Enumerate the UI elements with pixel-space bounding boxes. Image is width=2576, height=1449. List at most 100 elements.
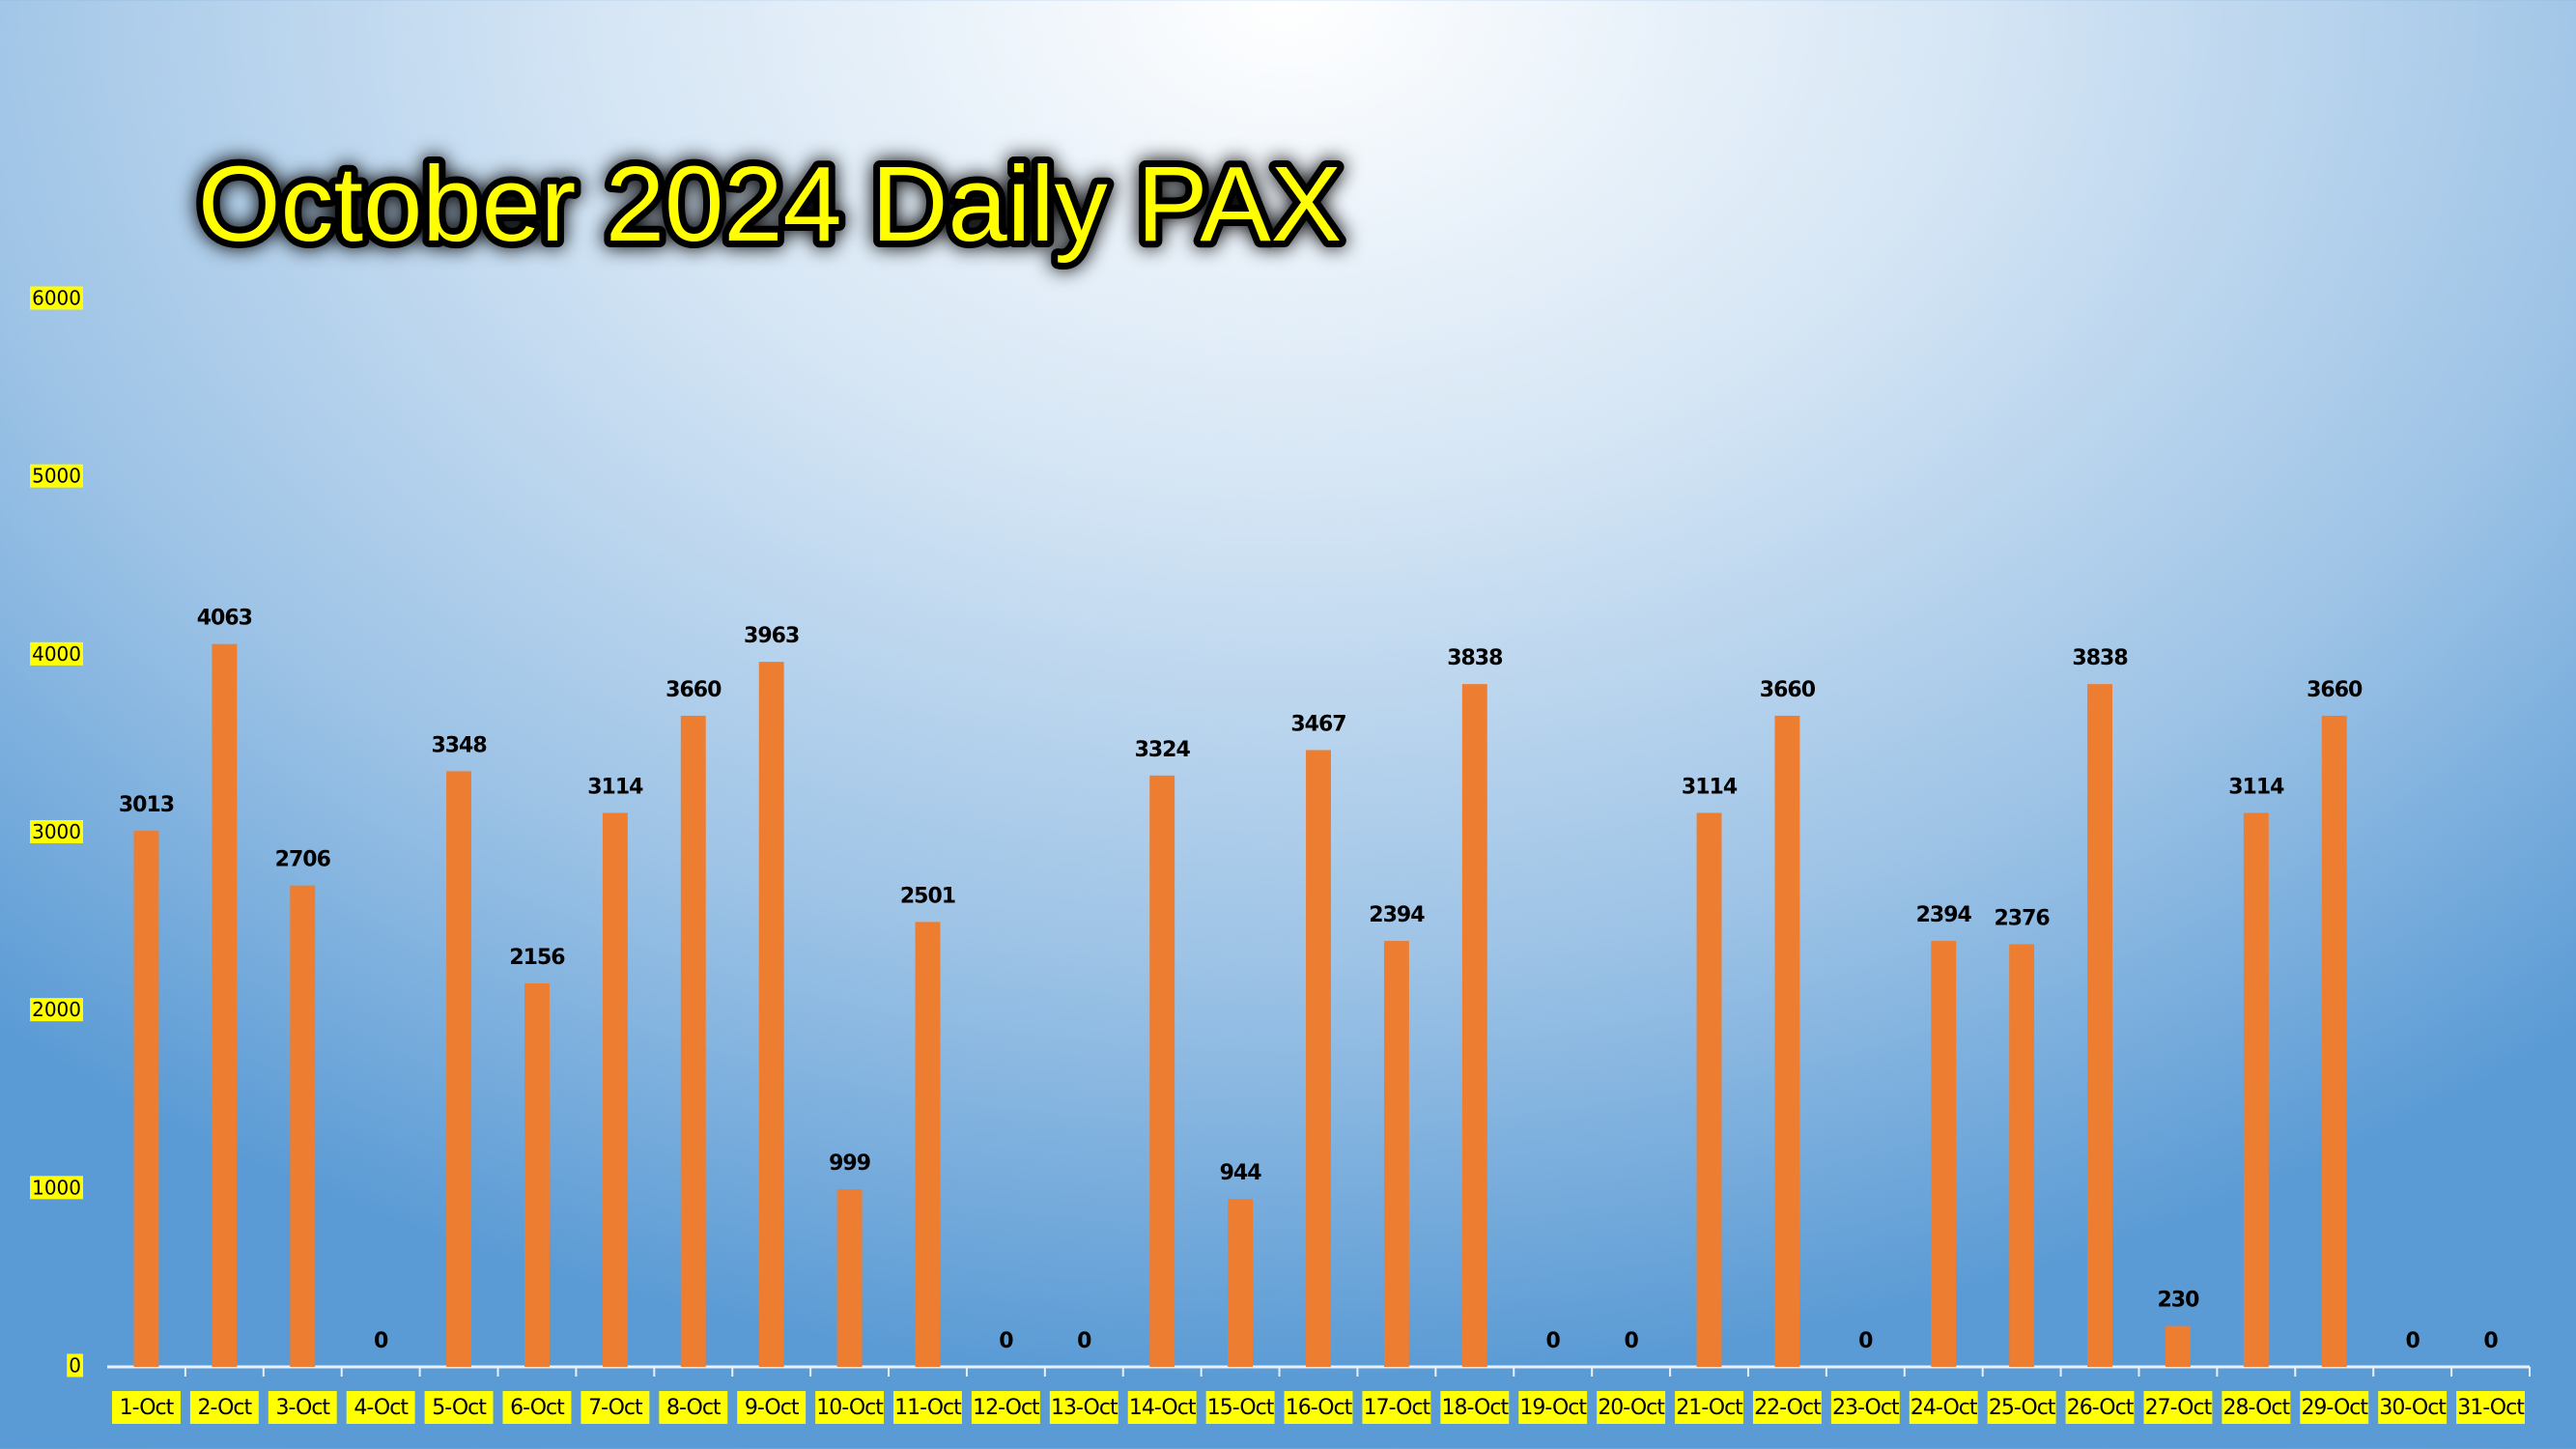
x-tick-label-bg: [502, 1391, 572, 1424]
value-label: 3348: [431, 733, 486, 757]
value-label: 0: [1858, 1329, 1873, 1353]
bar: [1461, 684, 1487, 1367]
x-tick-label: 18-Oct: [1442, 1396, 1510, 1420]
x-tick-label-bg: [268, 1391, 337, 1424]
x-tick-label-bg: [893, 1391, 962, 1424]
value-label: 0: [999, 1329, 1013, 1353]
x-tick-label-bg: [1987, 1391, 2056, 1424]
bar: [758, 662, 784, 1367]
x-tick-label: 26-Oct: [2067, 1396, 2135, 1420]
x-tick-label-bg: [2143, 1391, 2213, 1424]
value-label: 2376: [1995, 906, 2051, 930]
value-label: 3963: [744, 624, 799, 648]
value-label: 3838: [1447, 646, 1502, 670]
x-tick-label-bg: [1518, 1391, 1588, 1424]
bar: [680, 715, 706, 1367]
x-tick-label-bg: [2378, 1391, 2448, 1424]
bar: [1306, 750, 1331, 1367]
x-tick-label: 31-Oct: [2457, 1396, 2525, 1420]
x-tick-label: 17-Oct: [1364, 1396, 1431, 1420]
x-tick-label-bg: [2222, 1391, 2291, 1424]
bar: [836, 1189, 863, 1367]
x-tick-label-bg: [1752, 1391, 1822, 1424]
y-tick-label-bg: [30, 641, 83, 666]
x-tick-label: 4-Oct: [354, 1396, 409, 1420]
x-tick-label: 19-Oct: [1519, 1396, 1587, 1420]
x-tick-label: 24-Oct: [1911, 1396, 1978, 1420]
bar: [1149, 775, 1175, 1367]
x-tick-label: 8-Oct: [666, 1396, 722, 1420]
x-tick-label: 13-Oct: [1051, 1396, 1118, 1420]
x-tick-label-bg: [1597, 1391, 1666, 1424]
x-tick-label: 25-Oct: [1989, 1396, 2056, 1420]
value-label: 230: [2157, 1289, 2199, 1313]
x-tick-label-bg: [580, 1391, 650, 1424]
value-label: 944: [1220, 1161, 1262, 1185]
x-tick-label-bg: [189, 1391, 259, 1424]
value-label: 3660: [665, 678, 722, 702]
y-tick-label: 3000: [32, 820, 81, 843]
value-label: 0: [1546, 1329, 1561, 1353]
x-tick-label: 10-Oct: [816, 1396, 884, 1420]
bar: [1696, 812, 1722, 1367]
x-tick-label: 28-Oct: [2223, 1396, 2291, 1420]
x-tick-label: 14-Oct: [1129, 1396, 1197, 1420]
bar: [212, 643, 238, 1367]
x-tick-label: 15-Oct: [1207, 1396, 1275, 1420]
value-label: 0: [2483, 1329, 2498, 1353]
bar: [1774, 715, 1800, 1367]
bar: [1931, 941, 1957, 1367]
x-tick-label: 9-Oct: [745, 1396, 800, 1420]
bar: [2321, 715, 2347, 1367]
y-tick-label-bg: [30, 998, 83, 1022]
bar: [133, 831, 159, 1367]
x-tick-label: 5-Oct: [432, 1396, 487, 1420]
x-tick-label: 12-Oct: [973, 1396, 1040, 1420]
value-label: 0: [1624, 1329, 1638, 1353]
value-label: 2501: [900, 884, 955, 908]
bar: [2243, 812, 2269, 1367]
x-tick-label: 20-Oct: [1598, 1396, 1665, 1420]
value-label: 0: [1077, 1329, 1091, 1353]
value-label: 2706: [275, 848, 331, 872]
x-tick-label-bg: [1675, 1391, 1743, 1424]
bar: [290, 885, 316, 1367]
bar: [2087, 684, 2112, 1367]
x-tick-label-bg: [1284, 1391, 1353, 1424]
x-tick-label-bg: [737, 1391, 807, 1424]
value-label: 3114: [587, 776, 643, 800]
y-tick-label-bg: [30, 464, 83, 488]
y-tick-label: 4000: [32, 642, 81, 666]
x-tick-label-bg: [1362, 1391, 1431, 1424]
y-tick-label-bg: [30, 286, 83, 310]
bar: [915, 922, 941, 1367]
value-label: 3114: [2228, 776, 2284, 800]
x-tick-label-bg: [1127, 1391, 1197, 1424]
bar: [1228, 1199, 1254, 1367]
y-tick-label-bg: [67, 1353, 83, 1378]
y-tick-label: 2000: [32, 998, 81, 1021]
y-tick-label: 5000: [32, 465, 81, 488]
x-tick-label: 27-Oct: [2145, 1396, 2213, 1420]
x-tick-label: 30-Oct: [2379, 1396, 2447, 1420]
y-tick-label: 6000: [32, 287, 81, 310]
x-tick-label-bg: [1440, 1391, 1510, 1424]
x-tick-label: 29-Oct: [2301, 1396, 2368, 1420]
chart-title: October 2024 Daily PAX: [198, 145, 1342, 264]
y-tick-label-bg: [30, 820, 83, 843]
bar: [2009, 944, 2035, 1367]
x-tick-label-bg: [815, 1391, 885, 1424]
x-tick-label: 1-Oct: [120, 1396, 175, 1420]
value-label: 3660: [1760, 678, 1816, 702]
x-tick-label-bg: [424, 1391, 494, 1424]
x-tick-label-bg: [1909, 1391, 1978, 1424]
value-label: 2394: [1369, 903, 1425, 927]
value-label: 3838: [2072, 646, 2127, 670]
y-tick-label: 1000: [32, 1176, 81, 1199]
y-tick-label: 0: [69, 1354, 81, 1378]
bar: [602, 812, 628, 1367]
x-tick-label-bg: [1830, 1391, 1900, 1424]
value-label: 3324: [1135, 738, 1191, 762]
value-label: 3013: [119, 793, 174, 817]
value-label: 3467: [1290, 712, 1345, 736]
